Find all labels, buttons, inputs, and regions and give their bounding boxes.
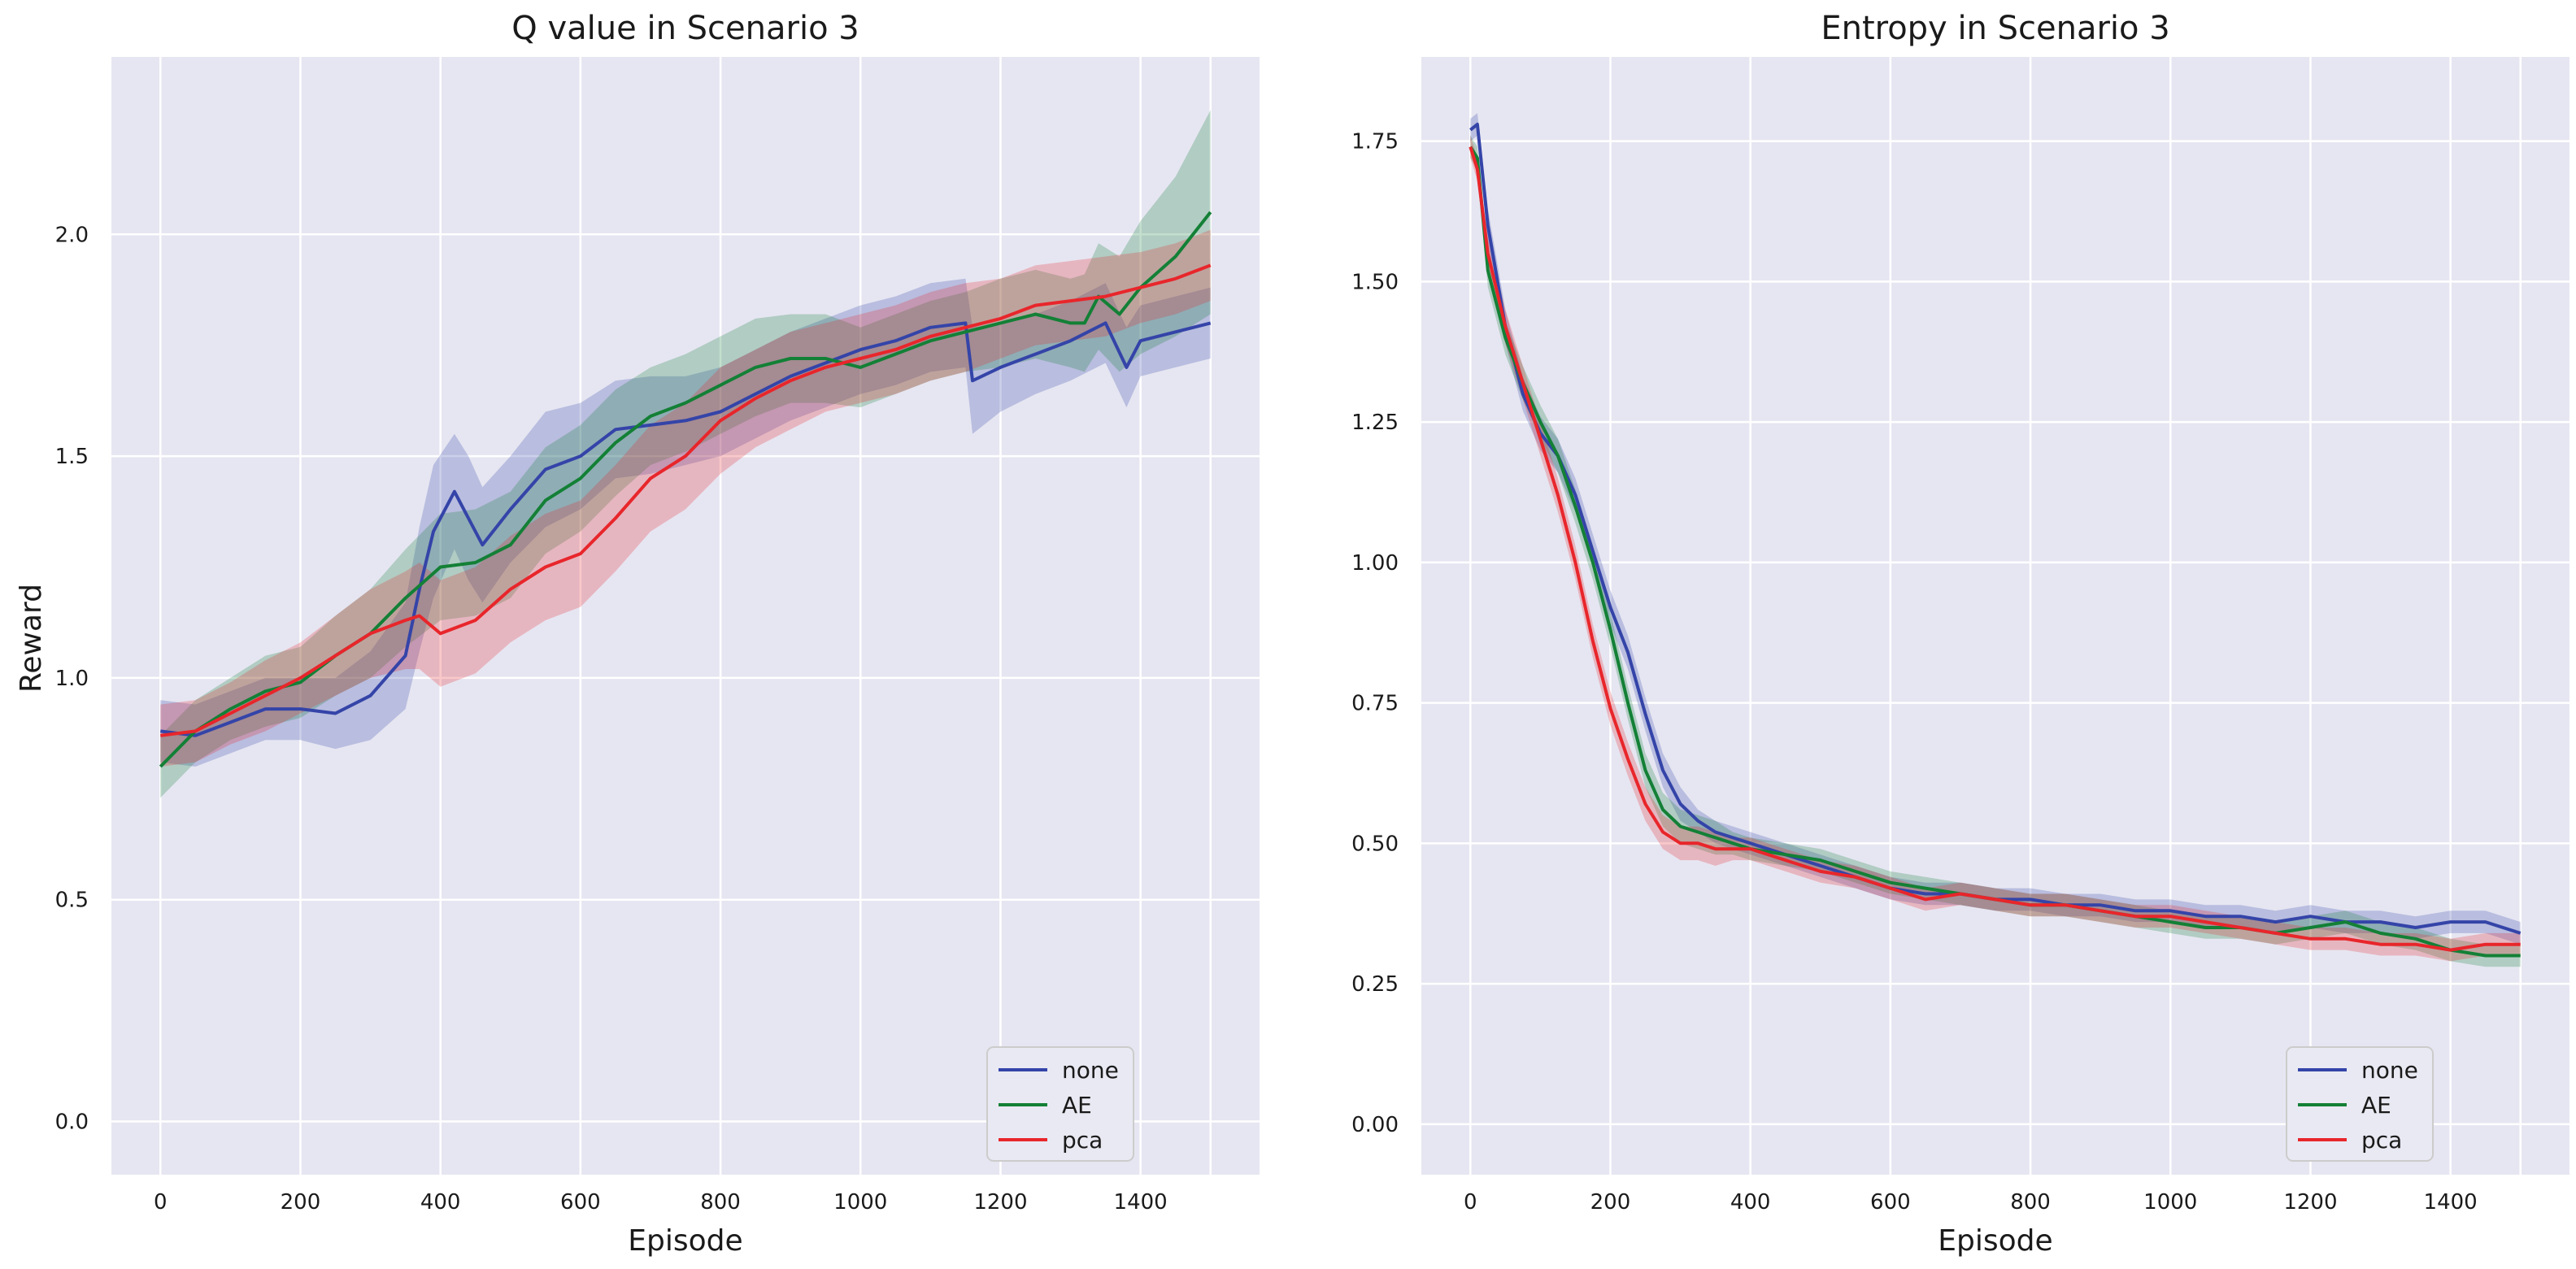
plot-area (111, 57, 1260, 1175)
legend: none AE pca (2286, 1046, 2434, 1162)
x-tick-label: 1400 (2424, 1190, 2478, 1215)
y-tick-label: 0.50 (1351, 832, 1399, 856)
band-pca (160, 229, 1211, 767)
y-tick-label: 0.25 (1351, 972, 1399, 997)
y-tick-label: 1.0 (55, 667, 89, 691)
x-tick-label: 0 (154, 1190, 168, 1215)
band-none (160, 278, 1211, 767)
q-value-chart: 0 200 400 600 800 1000 1200 1400 0.0 0.5 1.0 1.5 2.… (15, 10, 1260, 1258)
line-none (160, 321, 1212, 737)
legend-label-AE: AE (1062, 1092, 1092, 1119)
x-tick-label: 1000 (2143, 1190, 2197, 1215)
x-axis-label: Episode (628, 1224, 742, 1258)
y-tick-label: 2.0 (55, 223, 89, 247)
y-tick-labels: 0.0 0.5 1.0 1.5 2.0 (55, 223, 89, 1134)
series-lines (1469, 122, 2522, 958)
legend: none AE pca (986, 1046, 1134, 1162)
line-none (1469, 122, 2522, 935)
entropy-chart: 0 200 400 600 800 1000 1200 1400 0.000.250.500.… (1351, 10, 2569, 1258)
legend-label-pca: pca (2361, 1127, 2402, 1154)
legend-box (2286, 1046, 2434, 1162)
y-tick-label: 0.00 (1351, 1113, 1399, 1137)
y-tick-label: 0.5 (55, 889, 89, 913)
y-tick-label: 1.5 (55, 445, 89, 469)
y-tick-label: 1.75 (1351, 130, 1399, 154)
x-tick-label: 200 (281, 1190, 321, 1215)
y-tick-label: 0.75 (1351, 692, 1399, 716)
x-tick-labels: 0 200 400 600 800 1000 1200 1400 (154, 1190, 1168, 1215)
confidence-bands (160, 110, 1211, 798)
grid-lines (111, 57, 1260, 1175)
x-tick-label: 1200 (973, 1190, 1027, 1215)
line-pca (160, 263, 1212, 737)
x-tick-labels: 0 200 400 600 800 1000 1200 1400 (1464, 1190, 2478, 1215)
x-tick-label: 200 (1590, 1190, 1631, 1215)
series-lines (159, 211, 1212, 768)
chart-title: Q value in Scenario 3 (511, 10, 859, 47)
x-tick-label: 600 (1870, 1190, 1911, 1215)
y-tick-label: 1.25 (1351, 411, 1399, 435)
x-tick-label: 1000 (833, 1190, 887, 1215)
x-tick-label: 400 (1730, 1190, 1771, 1215)
legend-label-none: none (1062, 1057, 1119, 1084)
legend-box (986, 1046, 1134, 1162)
y-tick-label: 1.50 (1351, 270, 1399, 294)
x-axis-label: Episode (1938, 1224, 2052, 1258)
x-tick-label: 400 (420, 1190, 461, 1215)
legend-label-AE: AE (2361, 1092, 2391, 1119)
x-tick-label: 1200 (2283, 1190, 2337, 1215)
legend-label-none: none (2361, 1057, 2418, 1084)
legend-label-pca: pca (1062, 1127, 1103, 1154)
line-pca (1469, 146, 2521, 952)
y-axis-label: Reward (15, 584, 48, 693)
band-AE (160, 110, 1211, 798)
y-tick-label: 1.00 (1351, 551, 1399, 576)
x-tick-label: 800 (2010, 1190, 2051, 1215)
x-tick-label: 600 (560, 1190, 601, 1215)
plot-area (1421, 57, 2569, 1175)
y-tick-label: 0.0 (55, 1110, 89, 1135)
y-tick-labels: 0.00 0.25 0.50 0.75 1.00 1.25 1.50 1.75 (1351, 130, 1399, 1137)
x-tick-label: 1400 (1114, 1190, 1168, 1215)
line-AE (1469, 146, 2521, 958)
x-tick-label: 800 (700, 1190, 741, 1215)
x-tick-label: 0 (1464, 1190, 1477, 1215)
chart-title: Entropy in Scenario 3 (1821, 10, 2169, 47)
